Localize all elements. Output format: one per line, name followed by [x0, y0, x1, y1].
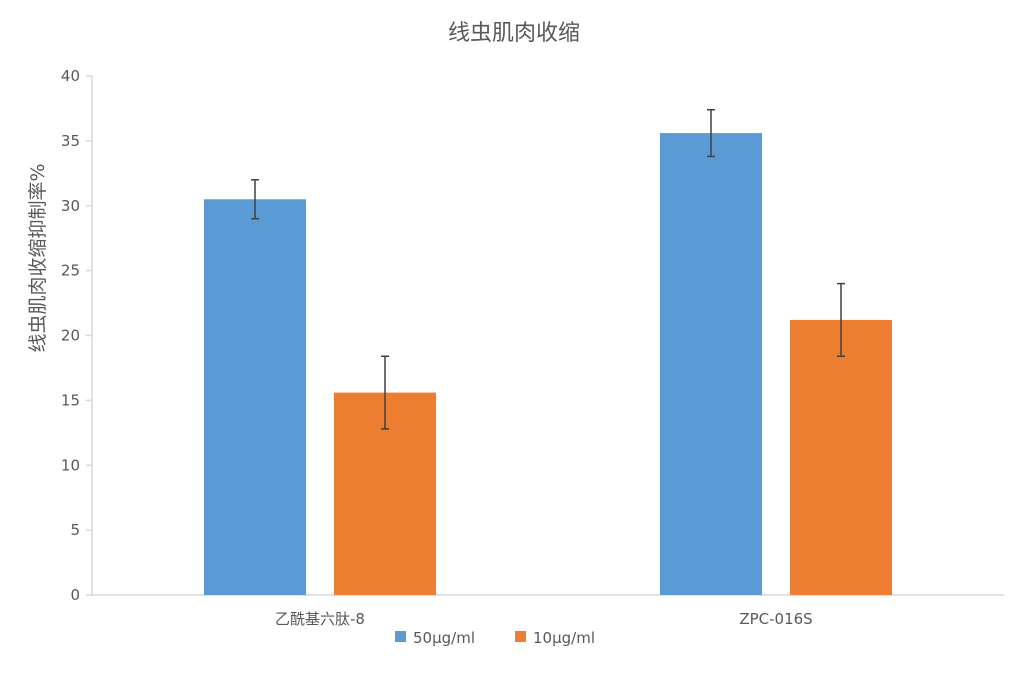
x-category-label: ZPC-016S: [739, 610, 812, 628]
y-tick-label: 40: [61, 67, 80, 85]
bars: [204, 133, 892, 595]
bar: [790, 319, 892, 595]
error-bars: [251, 108, 845, 430]
legend: 50μg/ml 10μg/ml: [395, 629, 595, 647]
y-tick-label: 30: [61, 197, 80, 215]
legend-swatch: [395, 631, 406, 642]
y-tick-label: 5: [70, 521, 80, 539]
y-tick-label: 20: [61, 327, 80, 345]
x-category-label: 乙酰基六肽-8: [275, 610, 365, 628]
chart-title: 线虫肌肉收缩: [448, 21, 580, 46]
y-tick-label: 15: [61, 391, 80, 409]
legend-label: 50μg/ml: [413, 629, 475, 647]
y-axis-label: 线虫肌肉收缩抑制率%: [27, 163, 49, 352]
legend-swatch: [515, 631, 526, 642]
y-tick-label: 10: [61, 456, 80, 474]
bar: [204, 199, 306, 595]
y-tick-label: 0: [70, 586, 80, 604]
legend-label: 10μg/ml: [533, 629, 595, 647]
bar: [660, 133, 762, 595]
y-tick-label: 25: [61, 262, 80, 280]
y-tick-label: 35: [61, 132, 80, 150]
